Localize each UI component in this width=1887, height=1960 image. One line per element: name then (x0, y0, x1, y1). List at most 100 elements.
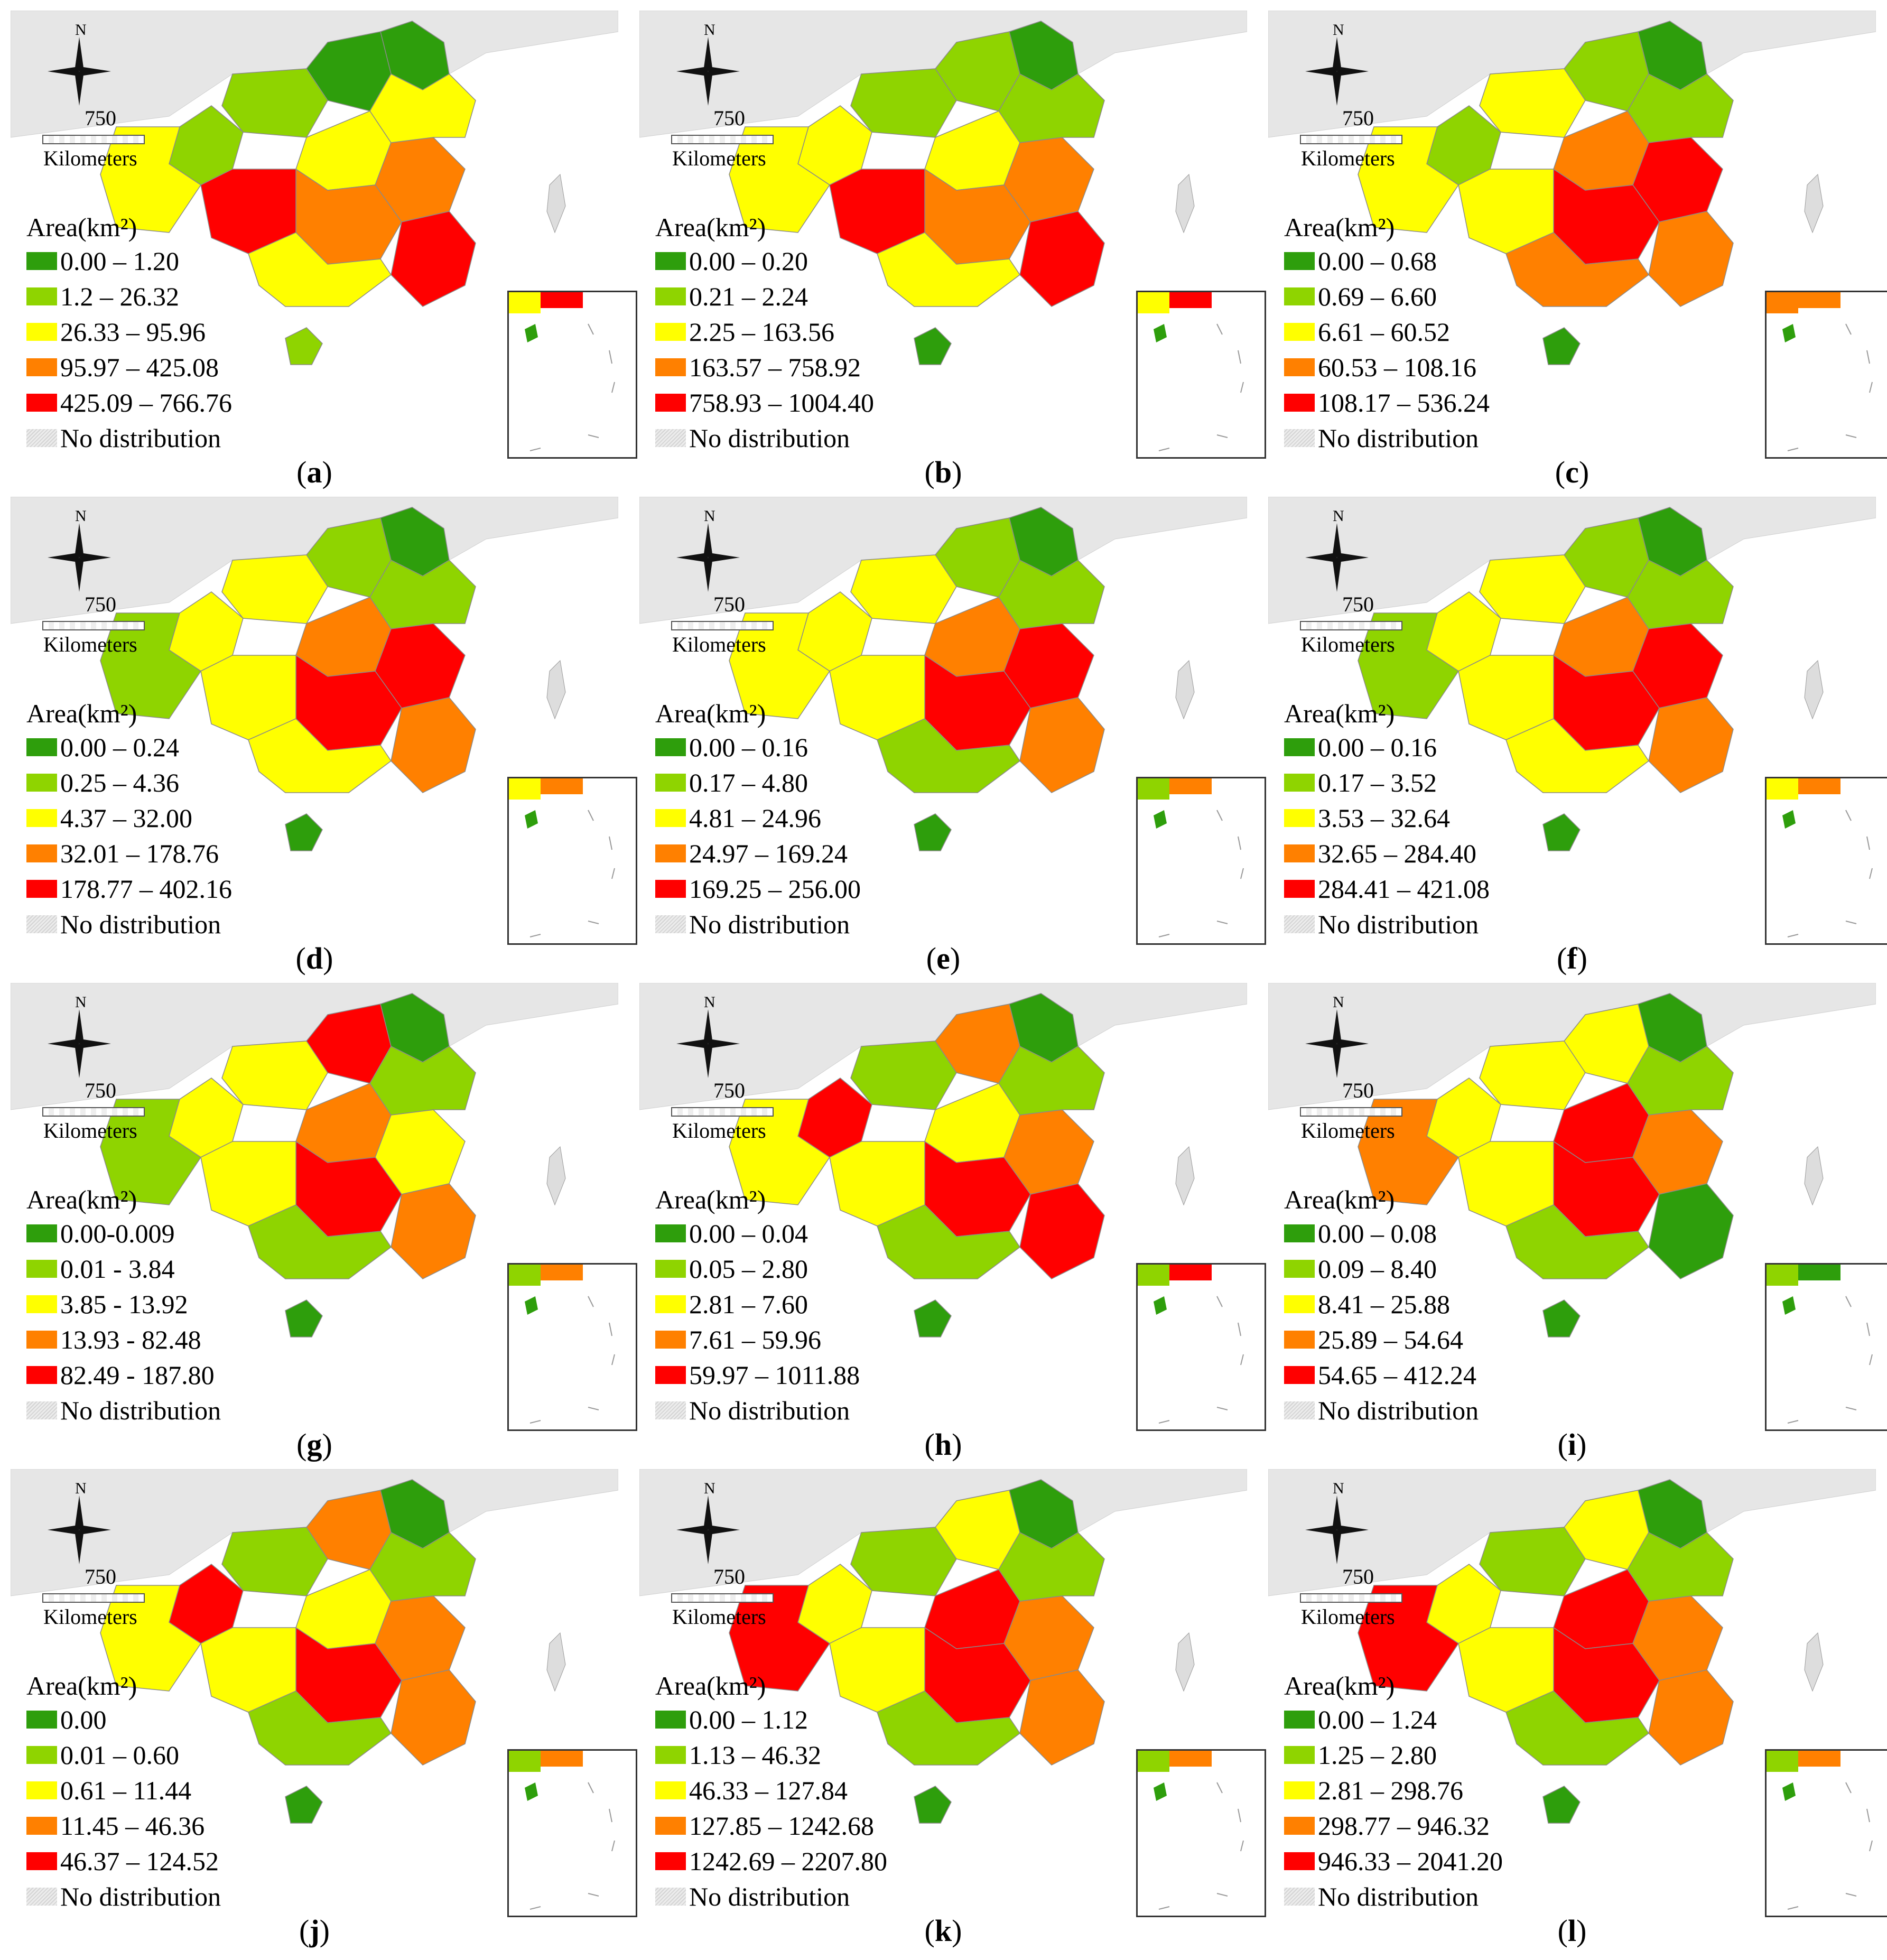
legend-swatch (655, 1224, 686, 1242)
compass-rose-icon: N (37, 1480, 122, 1575)
legend-title: Area(km²) (1284, 1185, 1395, 1214)
map-panel-g: N 750 Kilometers Area(km²) 0.00-0.009 0.01 - … (11, 983, 637, 1448)
panel-caption: (l) (1557, 1913, 1587, 1948)
province-map (1268, 497, 1876, 851)
legend-range: 7.61 – 59.96 (689, 1324, 821, 1354)
compass-rose-icon: N (666, 993, 750, 1089)
map-panel-c: N 750 Kilometers Area(km²) 0.00 – 0.68 0.69 –… (1268, 11, 1887, 476)
legend-title: Area(km²) (26, 212, 137, 242)
map-panel-d: N 750 Kilometers Area(km²) 0.00 – 0.24 0.25 –… (11, 497, 637, 962)
scale-unit: Kilometers (43, 146, 137, 170)
legend-entry-no-distribution: No distribution (26, 1392, 221, 1428)
scale-value: 750 (85, 1079, 116, 1102)
legend-entry: 4.37 – 32.00 (26, 800, 232, 835)
legend-entry: 0.01 - 3.84 (26, 1251, 221, 1286)
province-region (1648, 1669, 1734, 1766)
legend-entry: 13.93 - 82.48 (26, 1322, 221, 1357)
scale-unit: Kilometers (1301, 1605, 1395, 1629)
province-region (850, 68, 957, 138)
legend-entry: 4.81 – 24.96 (655, 800, 861, 835)
hatch-swatch (26, 1887, 57, 1906)
legend-title: Area(km²) (26, 1185, 137, 1214)
legend-range: 169.25 – 256.00 (689, 874, 861, 904)
inset-map (1136, 1749, 1266, 1917)
legend-range: 60.53 – 108.16 (1318, 352, 1476, 382)
compass-rose-icon: N (1295, 993, 1379, 1089)
province-region (877, 232, 1021, 307)
legend-entry: 54.65 – 412.24 (1284, 1357, 1479, 1392)
province-region (248, 1204, 392, 1279)
island-region (546, 1146, 566, 1206)
island-region (1175, 659, 1195, 720)
island-region (546, 1632, 566, 1692)
map-panel-l: N 750 Kilometers Area(km²) 0.00 – 1.24 1.25 –… (1268, 1469, 1887, 1934)
legend: Area(km²) 0.00 – 0.68 0.69 – 6.60 6.61 – 60… (1284, 211, 1490, 456)
legend-entry: 108.17 – 536.24 (1284, 385, 1490, 420)
legend-range: 758.93 – 1004.40 (689, 387, 874, 417)
legend-entry-no-distribution: No distribution (1284, 420, 1490, 456)
legend-range: 1.2 – 26.32 (60, 281, 179, 311)
legend-entry: 127.85 – 1242.68 (655, 1808, 887, 1843)
province-region (369, 1046, 476, 1116)
legend-entry: 1.25 – 2.80 (1284, 1737, 1503, 1772)
inset-map (1136, 291, 1266, 459)
province-region (1019, 1183, 1105, 1279)
scale-bar-graphic (1300, 1593, 1402, 1603)
legend-no-distribution: No distribution (1318, 1395, 1479, 1425)
scale-bar-graphic (1300, 1107, 1402, 1117)
legend-range: 32.65 – 284.40 (1318, 838, 1476, 868)
legend-range: 298.77 – 946.32 (1318, 1810, 1490, 1841)
compass-rose-icon: N (666, 21, 750, 116)
legend-range: 26.33 – 95.96 (60, 317, 206, 347)
province-region (1479, 1041, 1586, 1110)
inset-map (1136, 777, 1266, 945)
province-region (1542, 327, 1581, 365)
legend-entry: 178.77 – 402.16 (26, 871, 232, 906)
province-region (1019, 1669, 1105, 1766)
scale-unit: Kilometers (43, 633, 137, 656)
legend-entry: 0.00 (26, 1702, 221, 1737)
compass-rose-icon: N (666, 507, 750, 602)
legend-no-distribution: No distribution (60, 423, 221, 453)
legend-swatch (655, 252, 686, 270)
legend-swatch (1284, 1295, 1315, 1313)
legend-title: Area(km²) (1284, 1671, 1395, 1701)
legend-entry: 758.93 – 1004.40 (655, 385, 874, 420)
legend-entry: 6.61 – 60.52 (1284, 314, 1490, 349)
legend-no-distribution: No distribution (60, 1395, 221, 1425)
legend-swatch (655, 322, 686, 341)
legend-swatch (26, 1710, 57, 1729)
north-label: N (1333, 993, 1344, 1011)
map-panel-k: N 750 Kilometers Area(km²) 0.00 – 1.12 1.13 –… (639, 1469, 1266, 1934)
province-region (1479, 554, 1586, 624)
scale-unit: Kilometers (672, 633, 766, 656)
province-map (1268, 11, 1876, 365)
legend-range: 0.05 – 2.80 (689, 1253, 808, 1284)
legend-title: Area(km²) (1284, 212, 1395, 242)
scale-value: 750 (713, 1079, 745, 1102)
province-region (1358, 126, 1460, 233)
legend-swatch (655, 1745, 686, 1764)
legend-range: 1242.69 – 2207.80 (689, 1846, 887, 1876)
legend-entry: 3.53 – 32.64 (1284, 800, 1490, 835)
island-region (1804, 659, 1824, 720)
panel-letter: k (934, 1913, 952, 1948)
scale-unit: Kilometers (1301, 633, 1395, 656)
scale-unit: Kilometers (43, 1605, 137, 1629)
legend-swatch (26, 738, 57, 756)
legend-swatch (655, 773, 686, 792)
province-region (221, 1527, 328, 1596)
legend-swatch (655, 1710, 686, 1729)
province-region (285, 1786, 323, 1824)
legend-entry: 95.97 – 425.08 (26, 349, 232, 385)
hatch-swatch (1284, 1401, 1315, 1419)
legend-range: 108.17 – 536.24 (1318, 387, 1490, 417)
legend-range: 3.53 – 32.64 (1318, 803, 1450, 833)
scale-value: 750 (85, 1565, 116, 1589)
legend-no-distribution: No distribution (60, 909, 221, 939)
legend-range: 1.13 – 46.32 (689, 1740, 821, 1770)
legend-range: 0.00 – 1.12 (689, 1704, 808, 1734)
legend: Area(km²) 0.00 – 0.08 0.09 – 8.40 8.41 – 25… (1284, 1184, 1479, 1428)
legend-swatch (1284, 1852, 1315, 1870)
legend: Area(km²) 0.00 – 0.24 0.25 – 4.36 4.37 – 32… (26, 698, 232, 942)
